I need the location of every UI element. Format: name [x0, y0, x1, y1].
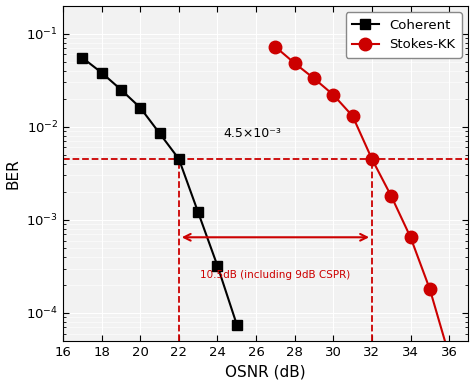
Line: Coherent: Coherent [78, 53, 242, 330]
Coherent [195, 210, 201, 215]
Stokes-KK [427, 287, 433, 291]
Text: 4.5×10⁻³: 4.5×10⁻³ [223, 127, 281, 140]
Line: Stokes-KK: Stokes-KK [269, 41, 456, 362]
Stokes-KK [369, 157, 375, 161]
Legend: Coherent, Stokes-KK: Coherent, Stokes-KK [346, 12, 462, 58]
Y-axis label: BER: BER [6, 158, 20, 189]
Stokes-KK [311, 76, 317, 81]
Coherent [80, 55, 85, 60]
Stokes-KK [388, 194, 394, 198]
Coherent [137, 105, 143, 110]
Stokes-KK [350, 114, 356, 119]
Coherent [234, 322, 240, 327]
Stokes-KK [273, 45, 278, 49]
Text: 10.5dB (including 9dB CSPR): 10.5dB (including 9dB CSPR) [201, 270, 351, 280]
Stokes-KK [447, 353, 452, 358]
Coherent [176, 157, 182, 161]
Stokes-KK [408, 235, 413, 239]
Coherent [157, 131, 163, 136]
Coherent [99, 70, 105, 75]
X-axis label: OSNR (dB): OSNR (dB) [226, 365, 306, 380]
Coherent [215, 264, 220, 268]
Stokes-KK [292, 61, 298, 65]
Stokes-KK [330, 92, 336, 97]
Coherent [118, 87, 124, 92]
